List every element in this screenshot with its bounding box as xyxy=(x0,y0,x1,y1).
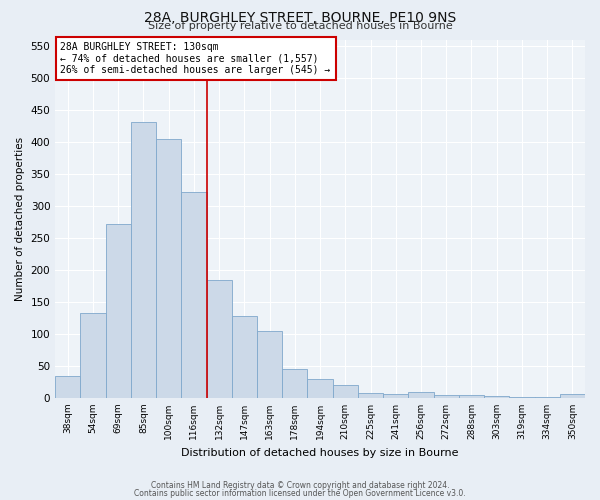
Bar xyxy=(156,139,181,398)
Bar xyxy=(181,192,206,398)
Bar xyxy=(257,332,282,398)
Bar xyxy=(106,224,131,398)
Text: Size of property relative to detached houses in Bourne: Size of property relative to detached ho… xyxy=(148,21,452,31)
Bar xyxy=(383,394,409,398)
X-axis label: Distribution of detached houses by size in Bourne: Distribution of detached houses by size … xyxy=(181,448,459,458)
Bar xyxy=(434,396,459,398)
Bar xyxy=(409,392,434,398)
Text: 28A BURGHLEY STREET: 130sqm
← 74% of detached houses are smaller (1,557)
26% of : 28A BURGHLEY STREET: 130sqm ← 74% of det… xyxy=(61,42,331,75)
Bar xyxy=(282,369,307,398)
Bar xyxy=(484,396,509,398)
Text: Contains public sector information licensed under the Open Government Licence v3: Contains public sector information licen… xyxy=(134,488,466,498)
Bar xyxy=(55,376,80,398)
Bar xyxy=(80,313,106,398)
Bar xyxy=(232,316,257,398)
Bar xyxy=(332,385,358,398)
Text: Contains HM Land Registry data © Crown copyright and database right 2024.: Contains HM Land Registry data © Crown c… xyxy=(151,481,449,490)
Y-axis label: Number of detached properties: Number of detached properties xyxy=(15,137,25,301)
Bar xyxy=(131,122,156,398)
Bar xyxy=(307,379,332,398)
Text: 28A, BURGHLEY STREET, BOURNE, PE10 9NS: 28A, BURGHLEY STREET, BOURNE, PE10 9NS xyxy=(144,11,456,25)
Bar xyxy=(560,394,585,398)
Bar xyxy=(358,394,383,398)
Bar xyxy=(459,396,484,398)
Bar xyxy=(206,280,232,398)
